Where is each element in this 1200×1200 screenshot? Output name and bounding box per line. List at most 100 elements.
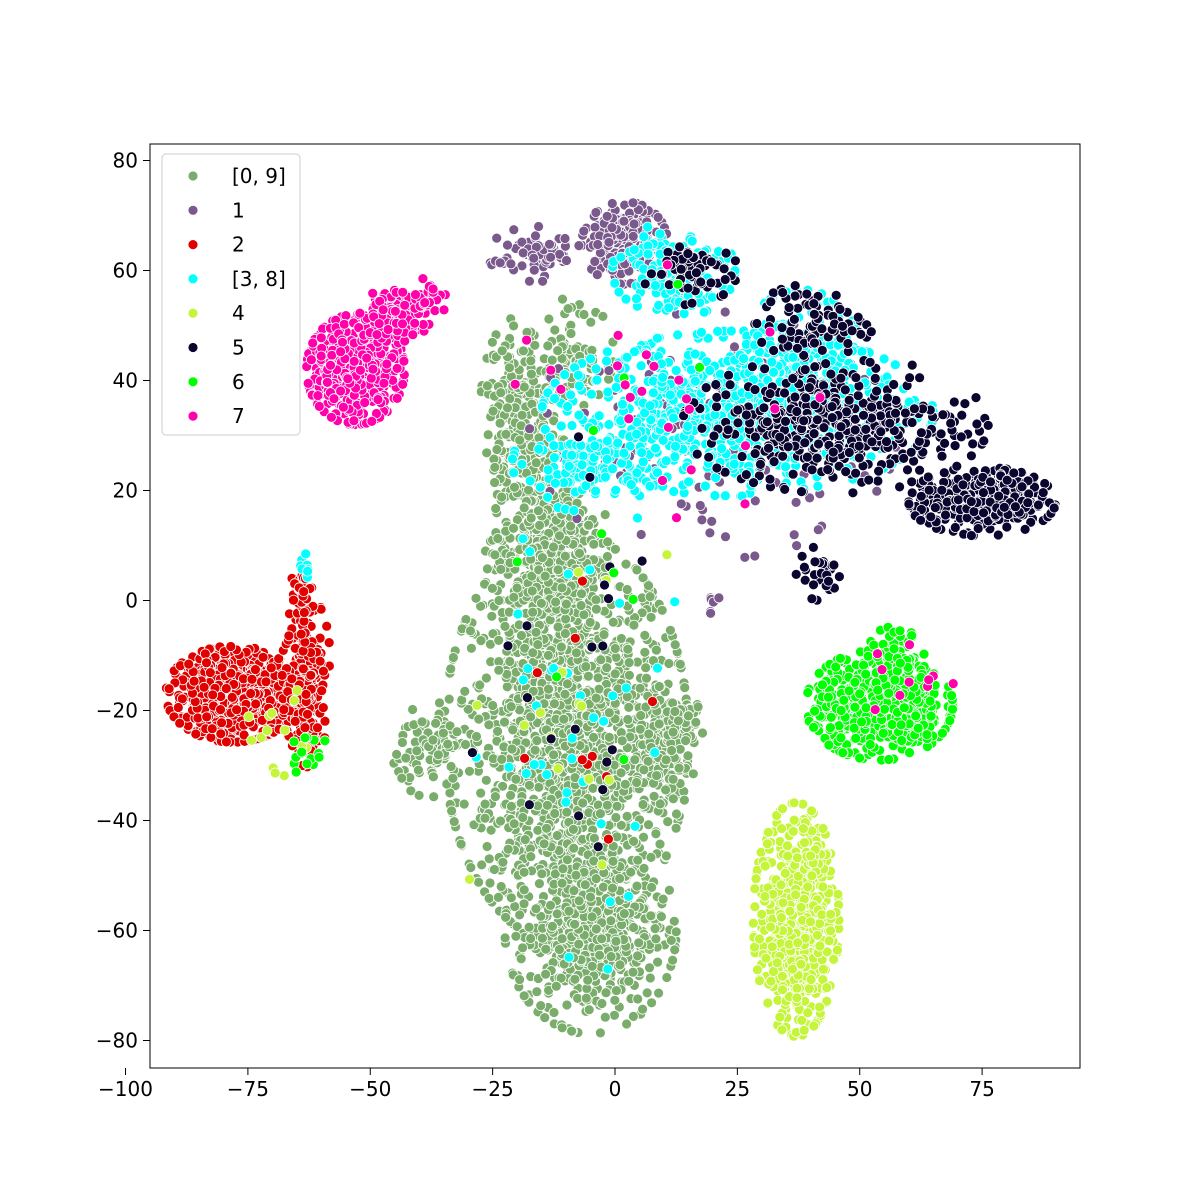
scatter-point [673, 715, 684, 727]
scatter-point [492, 533, 504, 544]
scatter-point [446, 805, 458, 817]
scatter-point [598, 629, 610, 640]
scatter-point [518, 990, 530, 1002]
scatter-point [528, 264, 540, 276]
scatter-point [407, 704, 419, 715]
scatter-point [487, 405, 499, 417]
scatter-point [592, 672, 604, 684]
scatter-point [650, 828, 662, 840]
scatter-point [550, 980, 562, 992]
scatter-point [445, 663, 457, 675]
scatter-point [183, 658, 195, 670]
scatter-point [400, 752, 412, 764]
scatter-point [532, 639, 544, 650]
scatter-point [460, 739, 471, 750]
scatter-point [600, 987, 612, 999]
scatter-point [583, 519, 594, 531]
scatter-point [548, 749, 559, 761]
scatter-point [493, 635, 505, 646]
scatter-point [530, 457, 542, 469]
scatter-point [627, 966, 639, 978]
scatter-point [569, 918, 580, 930]
scatter-point [496, 754, 508, 765]
scatter-point [437, 727, 449, 739]
scatter-point [812, 480, 824, 492]
scatter-point [516, 409, 528, 421]
scatter-point [607, 882, 618, 894]
scatter-point [621, 811, 633, 822]
scatter-point [652, 211, 664, 223]
scatter-point [288, 594, 299, 606]
scatter-point [524, 275, 535, 287]
scatter-point [225, 667, 237, 679]
scatter-point [552, 564, 564, 576]
scatter-point [226, 692, 238, 703]
scatter-point [580, 661, 592, 672]
scatter-point [483, 719, 495, 731]
scatter-point [592, 239, 604, 250]
scatter-point [537, 552, 548, 563]
scatter-point [172, 702, 184, 713]
scatter-point [669, 639, 681, 651]
scatter-point [549, 698, 560, 710]
scatter-point [530, 230, 541, 242]
scatter-point [523, 484, 534, 496]
scatter-point [561, 854, 573, 866]
scatter-point [525, 355, 537, 367]
scatter-point [231, 704, 243, 716]
scatter-point [706, 516, 718, 527]
scatter-point [519, 834, 531, 845]
scatter-point [554, 530, 565, 542]
scatter-point [598, 881, 609, 893]
scatter-point [216, 717, 228, 729]
scatter-point [603, 707, 615, 719]
scatter-point [502, 402, 513, 414]
scatter-point [788, 529, 800, 541]
scatter-point [561, 598, 572, 610]
scatter-point [628, 836, 639, 847]
scatter-point [551, 908, 563, 920]
scatter-point [505, 790, 517, 801]
scatter-point [524, 779, 535, 791]
scatter-point [257, 651, 269, 663]
scatter-point [505, 801, 517, 812]
scatter-point [458, 798, 470, 810]
scatter-point [531, 986, 543, 998]
scatter-point [562, 678, 573, 690]
scatter-point [494, 257, 506, 269]
scatter-point [606, 198, 618, 209]
scatter-point [538, 838, 550, 850]
scatter-point [312, 722, 323, 734]
scatter-point [579, 879, 591, 891]
points-layer [160, 197, 1061, 1042]
scatter-point [591, 269, 603, 281]
scatter-point [500, 428, 512, 440]
scatter-point [671, 808, 682, 820]
scatter-point [568, 842, 580, 854]
scatter-point [549, 324, 561, 336]
scatter-point [679, 682, 691, 693]
scatter-point [518, 884, 530, 896]
scatter-point [720, 490, 731, 502]
scatter-point [651, 770, 662, 781]
scatter-point [622, 643, 634, 655]
scatter-point [430, 718, 442, 729]
scatter-point [622, 714, 634, 725]
scatter-point [634, 682, 646, 694]
scatter-point [667, 773, 679, 785]
scatter-point [596, 933, 608, 945]
scatter-point [629, 754, 641, 766]
scatter-point [491, 444, 503, 455]
scatter-point [637, 1003, 648, 1015]
scatter-point [607, 856, 619, 867]
scatter-point [566, 1025, 577, 1037]
scatter-point [552, 345, 564, 357]
scatter-point [621, 584, 633, 595]
scatter-point [871, 485, 883, 497]
scatter-point [475, 600, 487, 612]
scatter-point [481, 841, 493, 852]
scatter-point [589, 256, 601, 267]
scatter-point [499, 932, 511, 944]
scatter-point [475, 635, 487, 646]
scatter-point [597, 310, 609, 322]
